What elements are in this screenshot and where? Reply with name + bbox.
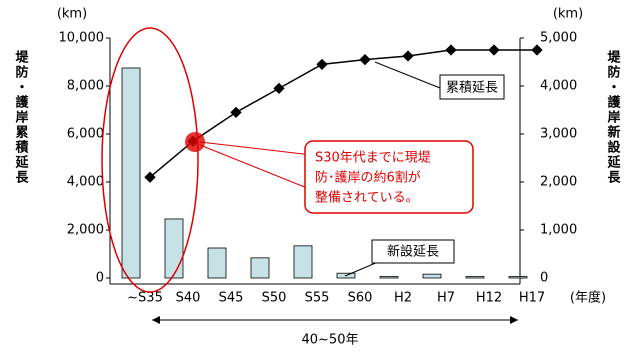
callout-box [371,239,455,264]
highlight-ellipse [101,27,199,293]
leader [199,144,313,191]
y-tick-label: 2,000 [67,223,104,238]
bar [121,67,141,279]
x-tick-label: H7 [437,291,455,306]
y-tick-label: 8,000 [67,79,104,94]
y2-tick-label: 4,000 [540,79,577,94]
y2-tick-label: 3,000 [540,127,577,142]
x-tick-label: S45 [219,291,244,306]
marker [531,44,543,56]
leader [199,141,313,156]
legend-label: 累積延長 [446,81,498,96]
callout-leader [374,61,441,89]
highlight-point [185,132,205,152]
callout-box [439,74,505,100]
annotation-box [304,140,474,214]
callout-leader [344,261,379,277]
bar [164,218,184,279]
y2-tick-label: 2,000 [540,175,577,190]
bar [508,276,528,279]
bar [293,245,313,279]
marker [359,53,371,66]
bar [250,257,270,279]
marker [230,106,242,119]
marker [316,58,328,71]
y-unit: (km) [57,7,87,22]
annotation: 防･護岸の約6割が [315,170,421,186]
y-tick-label: 4,000 [67,175,104,190]
x-tick-label: S55 [305,291,330,306]
bar [465,276,485,279]
marker [273,82,285,95]
x-tick-label: H12 [476,291,502,306]
x-tick-label: S50 [262,291,287,306]
bar [379,276,399,279]
x-tick-label: H17 [519,291,545,306]
x-tick-label: S40 [176,291,201,306]
y2-unit: (km) [553,7,583,22]
y-tick-label: 10,000 [59,31,105,46]
x-tick-label: ~S35 [127,291,163,306]
y2-axis-title: 堤防・護岸新設延長 [605,49,622,185]
line [149,49,537,178]
marker [445,44,457,56]
marker [144,171,156,183]
marker [402,50,414,62]
bar [207,247,227,279]
span-label: 40~50年 [302,333,359,348]
y2-tick-label: 0 [540,271,548,286]
x-tick-label: H2 [394,291,412,306]
x-axis-title: (年度) [570,290,606,306]
marker [488,44,500,56]
y-tick-label: 0 [96,271,104,286]
y2-tick-label: 5,000 [540,31,577,46]
annotation: 整備されている。 [315,190,419,206]
y2-tick-label: 1,000 [540,223,577,238]
annotation: S30年代までに現堤 [315,151,431,166]
y-axis-title: 堤防・護岸累積延長 [13,49,30,185]
bar [422,273,442,279]
legend-label: 新設延長 [387,244,439,260]
x-tick-label: S60 [348,291,373,306]
y-tick-label: 6,000 [67,127,104,142]
